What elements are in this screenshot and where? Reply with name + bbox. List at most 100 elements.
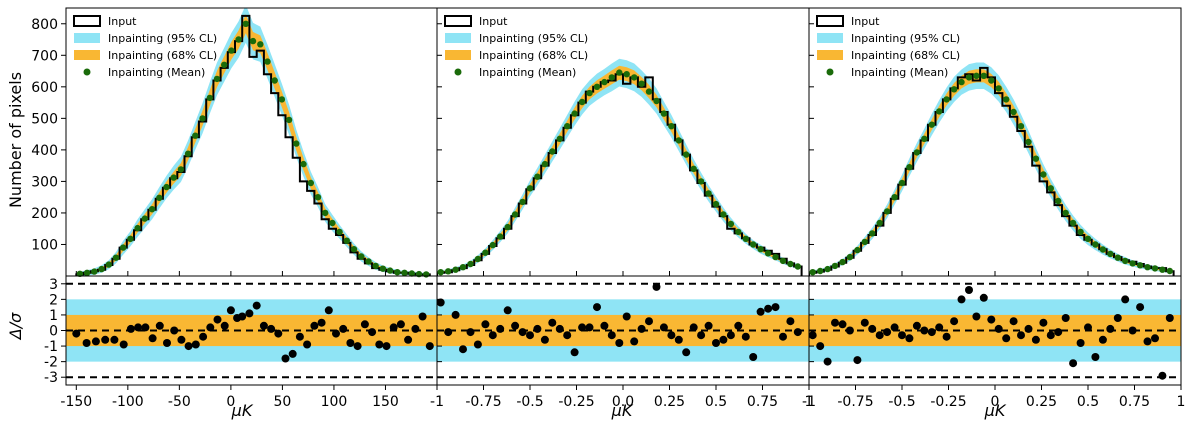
mean-point bbox=[141, 215, 148, 222]
residual-point bbox=[437, 298, 445, 307]
xtick-label: 100 bbox=[321, 394, 348, 410]
residual-point bbox=[987, 315, 996, 324]
residual-point bbox=[404, 335, 413, 344]
residual-point bbox=[511, 321, 520, 330]
mean-point bbox=[467, 260, 474, 268]
residual-point bbox=[630, 337, 639, 346]
mean-point bbox=[156, 194, 163, 201]
mean-point bbox=[846, 253, 854, 261]
residual-point bbox=[259, 321, 268, 330]
xtick-label: -0.5 bbox=[888, 394, 915, 410]
residual-point bbox=[890, 323, 899, 332]
mean-point bbox=[482, 249, 489, 256]
residual-point bbox=[548, 318, 557, 327]
mean-point bbox=[1136, 262, 1144, 269]
residual-point bbox=[563, 331, 572, 340]
residual-point bbox=[1061, 314, 1070, 322]
residual-point bbox=[749, 353, 758, 361]
mean-point bbox=[105, 261, 113, 268]
panel-2: -1 -0.75 -0.5 -0.25 0.0 0.25 0.5 0.75 1 Input Inpa… bbox=[430, 7, 813, 410]
residual-point bbox=[659, 323, 668, 332]
legend: Input Inpainting (95% CL) Inpainting (68% … bbox=[816, 15, 960, 79]
mean-point bbox=[735, 228, 742, 236]
residual-point bbox=[303, 340, 312, 349]
mean-point bbox=[645, 88, 653, 95]
residual-point bbox=[540, 335, 549, 344]
mean-point bbox=[764, 250, 772, 257]
mean-point bbox=[83, 269, 91, 276]
residual-point bbox=[875, 331, 884, 340]
band-95-top bbox=[440, 58, 798, 275]
mean-point bbox=[170, 174, 177, 181]
legend-swatch-ci95 bbox=[445, 33, 471, 43]
residual-point bbox=[942, 332, 951, 341]
residual-point bbox=[734, 321, 743, 330]
residual-point bbox=[245, 309, 254, 318]
mean-point bbox=[1107, 250, 1114, 258]
ytick-label-bottom: 3 bbox=[49, 277, 58, 293]
residual-point bbox=[965, 286, 973, 294]
mean-point bbox=[1129, 260, 1136, 267]
residual-point bbox=[622, 312, 631, 321]
mean-point bbox=[831, 262, 839, 270]
mean-point bbox=[631, 74, 638, 81]
mean-point bbox=[660, 110, 668, 117]
residual-point bbox=[764, 304, 773, 313]
residual-point bbox=[226, 306, 235, 315]
residual-point bbox=[110, 335, 119, 344]
xlabel-2: μK bbox=[611, 401, 634, 420]
mean-point bbox=[988, 77, 995, 84]
xtick-label: -0.5 bbox=[516, 394, 543, 410]
mean-point bbox=[350, 246, 358, 253]
xtick-label: -1 bbox=[430, 394, 444, 410]
mean-point bbox=[489, 241, 496, 249]
legend-label-mean: Inpainting (Mean) bbox=[851, 66, 948, 79]
residual-point bbox=[267, 324, 276, 333]
mean-point bbox=[177, 166, 185, 173]
xlabel-3: μK bbox=[984, 401, 1007, 420]
mean-point bbox=[1003, 96, 1010, 103]
residual-point bbox=[905, 334, 914, 343]
residual-point bbox=[838, 320, 847, 329]
xtick-label: -1 bbox=[802, 394, 816, 410]
residual-point bbox=[771, 303, 780, 312]
residual-point bbox=[496, 324, 505, 333]
mean-point bbox=[697, 178, 705, 185]
residual-point bbox=[1017, 331, 1025, 340]
mean-point bbox=[712, 200, 720, 208]
residual-point bbox=[786, 317, 795, 326]
mean-point bbox=[452, 266, 459, 273]
residual-point bbox=[488, 331, 497, 340]
ytick-label-top: 500 bbox=[31, 111, 58, 127]
mean-point bbox=[973, 72, 980, 80]
mean-point bbox=[958, 78, 965, 86]
residual-point bbox=[1158, 371, 1167, 380]
mean-point bbox=[564, 123, 571, 130]
xtick-label: 0.25 bbox=[654, 394, 685, 410]
residual-point bbox=[950, 317, 959, 326]
xtick-label: 50 bbox=[274, 394, 292, 410]
residual-point bbox=[199, 332, 208, 341]
mean-point bbox=[329, 219, 336, 227]
residual-point bbox=[170, 326, 179, 335]
mean-point bbox=[91, 268, 98, 275]
legend-swatch-ci68 bbox=[445, 50, 471, 60]
residual-point bbox=[816, 342, 825, 351]
xtick-label: -0.75 bbox=[465, 394, 501, 410]
mean-point bbox=[750, 241, 757, 248]
mean-point bbox=[586, 89, 593, 97]
legend-swatch-ci95 bbox=[817, 33, 843, 43]
mean-point bbox=[184, 150, 192, 157]
mean-point bbox=[1010, 108, 1017, 116]
residual-point bbox=[220, 321, 229, 330]
residual-point bbox=[1151, 334, 1159, 343]
mean-point bbox=[965, 74, 973, 81]
mean-point bbox=[386, 267, 394, 274]
residual-point bbox=[466, 328, 475, 337]
residual-point bbox=[1024, 324, 1033, 333]
mean-point bbox=[257, 41, 264, 48]
mean-point bbox=[148, 206, 156, 213]
ytick-label-bottom: 0 bbox=[49, 324, 58, 340]
input-histogram bbox=[75, 14, 431, 276]
residual-point bbox=[1054, 328, 1063, 337]
